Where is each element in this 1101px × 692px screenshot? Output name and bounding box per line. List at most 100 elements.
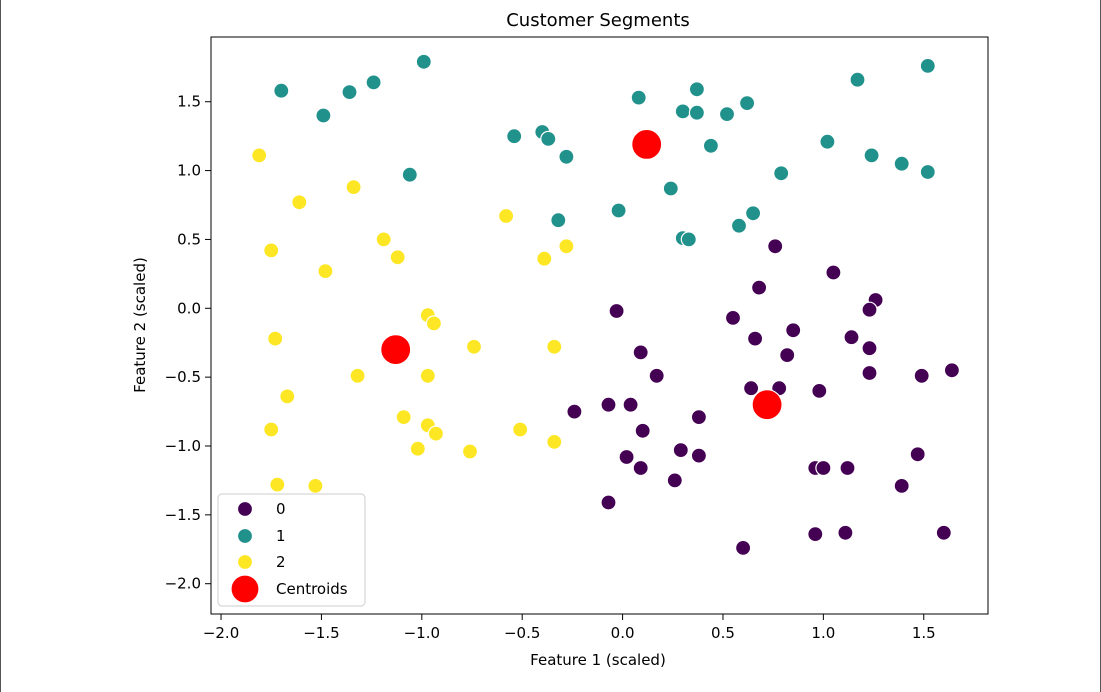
data-point-cluster-1 bbox=[273, 82, 290, 99]
x-tick-label: 0.0 bbox=[611, 624, 635, 642]
data-point-cluster-1 bbox=[506, 128, 523, 145]
data-point-cluster-0 bbox=[935, 524, 952, 541]
data-point-cluster-1 bbox=[849, 71, 866, 88]
data-point-cluster-0 bbox=[672, 442, 689, 459]
data-point-cluster-0 bbox=[724, 309, 742, 326]
centroid-point bbox=[751, 389, 783, 421]
data-point-cluster-2 bbox=[251, 147, 268, 164]
data-point-cluster-1 bbox=[688, 104, 706, 121]
data-point-cluster-2 bbox=[269, 476, 286, 493]
data-point-cluster-1 bbox=[630, 89, 647, 106]
data-point-cluster-1 bbox=[744, 205, 762, 222]
data-point-cluster-1 bbox=[688, 81, 706, 98]
data-point-cluster-0 bbox=[608, 302, 625, 320]
data-point-cluster-1 bbox=[819, 133, 836, 150]
data-point-cluster-0 bbox=[622, 396, 639, 413]
data-point-cluster-2 bbox=[307, 477, 324, 494]
x-tick-label: 1.0 bbox=[811, 624, 835, 642]
data-point-cluster-1 bbox=[365, 74, 382, 91]
data-point-cluster-2 bbox=[267, 330, 284, 347]
data-point-cluster-0 bbox=[666, 472, 683, 489]
data-point-cluster-0 bbox=[566, 403, 583, 420]
data-point-cluster-2 bbox=[465, 338, 483, 355]
x-tick-label: −1.5 bbox=[303, 624, 339, 642]
data-point-cluster-0 bbox=[807, 525, 824, 543]
data-point-cluster-0 bbox=[893, 477, 910, 494]
centroid-point bbox=[380, 334, 412, 366]
data-point-cluster-0 bbox=[825, 264, 842, 281]
data-point-cluster-2 bbox=[461, 443, 479, 460]
data-point-cluster-1 bbox=[718, 105, 736, 123]
data-point-cluster-0 bbox=[909, 446, 926, 463]
data-point-cluster-0 bbox=[779, 347, 796, 364]
data-point-cluster-1 bbox=[662, 180, 679, 197]
data-point-cluster-1 bbox=[540, 130, 557, 147]
data-point-cluster-0 bbox=[843, 329, 860, 346]
chart-title: Customer Segments bbox=[506, 10, 690, 31]
data-point-cluster-1 bbox=[919, 57, 936, 75]
y-tick-label: 1.5 bbox=[177, 93, 201, 111]
data-point-cluster-1 bbox=[315, 107, 332, 124]
legend-label: 0 bbox=[276, 500, 286, 518]
data-point-cluster-0 bbox=[815, 459, 832, 477]
data-point-cluster-2 bbox=[317, 263, 334, 280]
data-point-cluster-0 bbox=[600, 494, 617, 511]
data-point-cluster-0 bbox=[861, 340, 878, 357]
data-point-cluster-0 bbox=[837, 524, 854, 541]
data-point-cluster-1 bbox=[893, 155, 910, 172]
data-point-cluster-0 bbox=[734, 539, 752, 557]
data-point-cluster-2 bbox=[389, 249, 406, 266]
data-point-cluster-2 bbox=[536, 250, 553, 267]
data-point-cluster-1 bbox=[730, 217, 748, 234]
data-point-cluster-1 bbox=[863, 147, 880, 164]
axis-ticks: −2.0 −1.5 −1.0 −0.5 0.0 0.5 1.0 1.5 1.5 1.0 0.5 0.0… bbox=[165, 93, 936, 642]
data-point-cluster-1 bbox=[415, 53, 432, 70]
y-tick-label: 0.5 bbox=[177, 230, 201, 248]
data-point-cluster-2 bbox=[498, 207, 515, 225]
data-point-cluster-1 bbox=[773, 165, 790, 182]
data-point-cluster-0 bbox=[742, 380, 760, 397]
legend: 0 1 2 Centroids bbox=[217, 493, 366, 607]
data-point-cluster-2 bbox=[425, 315, 442, 332]
data-point-cluster-0 bbox=[861, 301, 878, 318]
data-point-cluster-0 bbox=[690, 409, 708, 426]
data-point-cluster-2 bbox=[345, 179, 362, 196]
legend-box bbox=[217, 493, 366, 607]
y-tick-label: −1.5 bbox=[165, 506, 201, 524]
data-point-cluster-1 bbox=[702, 137, 720, 154]
plot-area-border bbox=[210, 36, 989, 615]
data-point-cluster-2 bbox=[279, 388, 296, 405]
data-point-cluster-1 bbox=[738, 94, 756, 112]
data-point-cluster-1 bbox=[550, 212, 567, 229]
data-point-cluster-1 bbox=[680, 231, 697, 248]
data-point-cluster-2 bbox=[546, 338, 563, 355]
x-tick-label: −1.0 bbox=[404, 624, 440, 642]
data-point-cluster-0 bbox=[750, 279, 768, 296]
x-tick-label: 1.5 bbox=[912, 624, 936, 642]
y-tick-label: 1.0 bbox=[177, 162, 201, 180]
data-point-cluster-2 bbox=[427, 425, 444, 442]
data-point-cluster-0 bbox=[767, 238, 784, 255]
data-point-cluster-1 bbox=[610, 202, 627, 219]
data-point-cluster-2 bbox=[375, 231, 392, 248]
y-tick-label: 0.0 bbox=[177, 299, 201, 317]
data-point-cluster-0 bbox=[943, 362, 961, 379]
data-point-cluster-1 bbox=[341, 83, 358, 101]
y-tick-label: −1.0 bbox=[165, 437, 201, 455]
data-point-cluster-2 bbox=[349, 367, 366, 384]
chart-marks bbox=[251, 53, 961, 557]
data-point-cluster-1 bbox=[919, 163, 936, 181]
data-point-cluster-2 bbox=[558, 238, 575, 255]
data-point-cluster-2 bbox=[409, 440, 426, 457]
data-point-cluster-2 bbox=[291, 194, 308, 211]
data-point-cluster-0 bbox=[785, 322, 802, 339]
data-point-cluster-2 bbox=[395, 409, 412, 426]
data-point-cluster-0 bbox=[648, 367, 665, 384]
y-tick-label: −2.0 bbox=[165, 575, 201, 593]
data-point-cluster-1 bbox=[558, 148, 575, 165]
data-point-cluster-2 bbox=[419, 367, 436, 384]
data-point-cluster-0 bbox=[839, 459, 856, 477]
legend-marker bbox=[236, 500, 254, 518]
data-point-cluster-2 bbox=[263, 242, 280, 259]
